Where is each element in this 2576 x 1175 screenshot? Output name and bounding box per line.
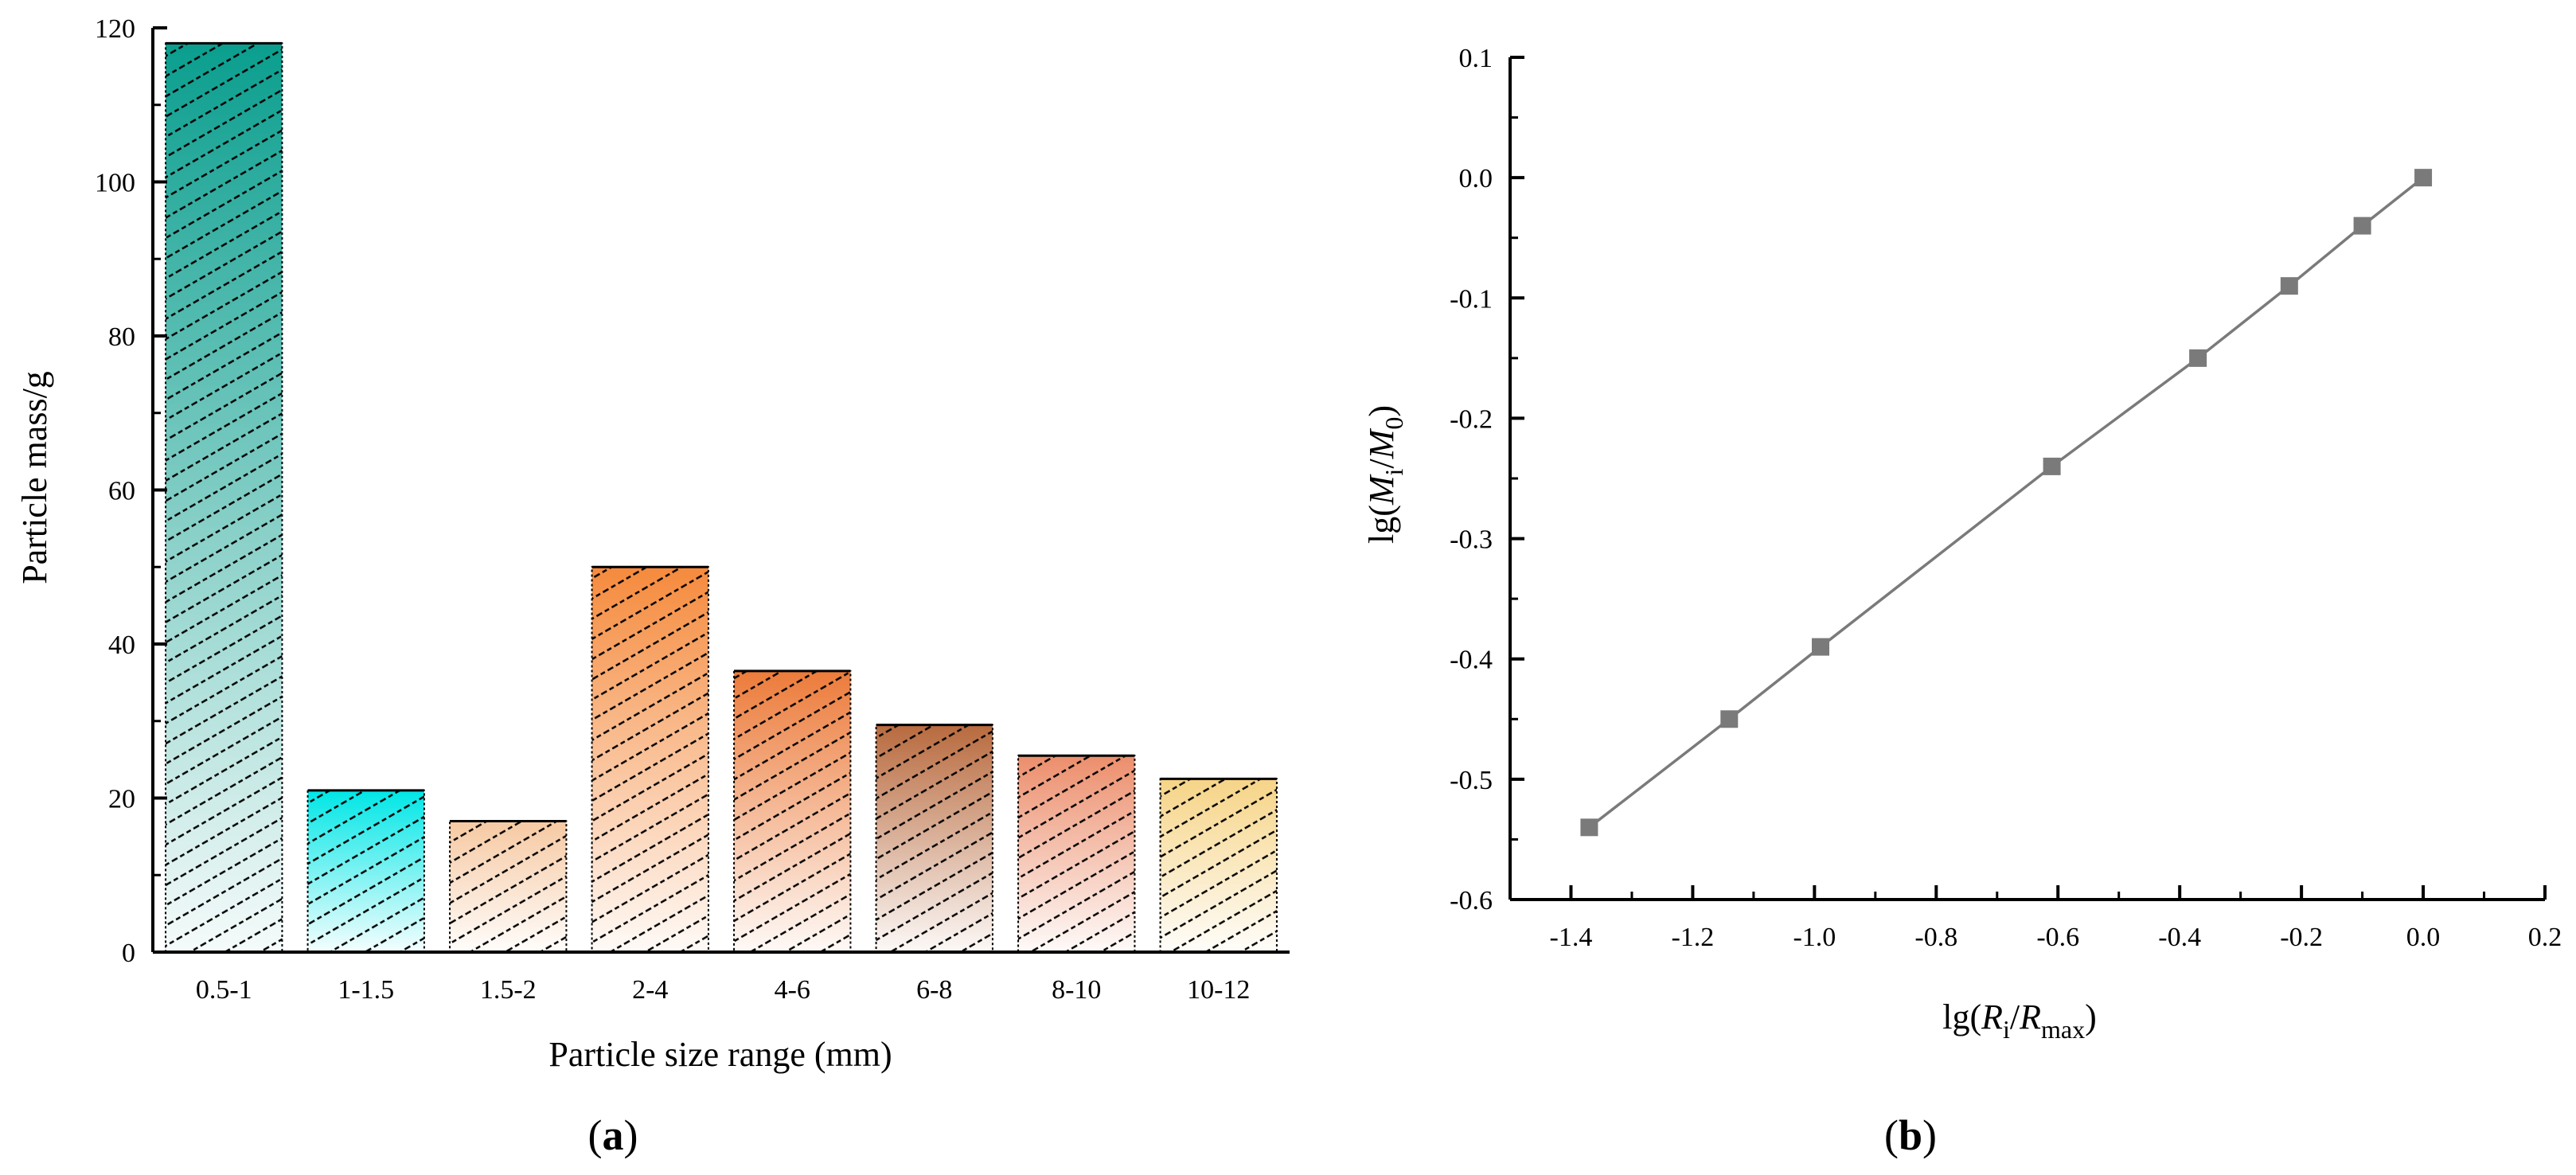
y-tick-label: 0.1 (1459, 44, 1493, 73)
series-line (1588, 176, 2425, 829)
y-tick-label: -0.4 (1450, 646, 1493, 675)
axis-label-part: M (1362, 427, 1401, 459)
x-tick-label: -0.8 (1914, 923, 1957, 952)
axis-label-part: ) (2085, 997, 2097, 1036)
y-tick-label: -0.3 (1450, 525, 1493, 555)
axis-label-part: R (2019, 997, 2041, 1036)
series-group (1580, 169, 2433, 837)
x-tick-label: 4-6 (775, 975, 810, 1005)
axis-label-part: lg( (1942, 997, 1981, 1036)
y-tick-label: 80 (108, 322, 135, 352)
axes-group (151, 26, 1290, 954)
axes-group (1509, 56, 2547, 901)
data-point (2280, 277, 2298, 295)
data-point (2353, 217, 2371, 235)
x-tick-label: -1.0 (1793, 923, 1836, 952)
axis-label-part: / (2010, 997, 2020, 1036)
data-point (1812, 638, 1829, 656)
bar-hatch (876, 724, 993, 952)
tick-labels-group: 0.5-1 1-1.5 1.5-2 2-4 4-6 6-8 8-10 10-12 0 20 40 60… (95, 14, 1250, 1005)
x-tick-label: -1.4 (1550, 923, 1593, 952)
y-axis-label: Particle mass/g (15, 371, 54, 584)
y-tick-label: 40 (108, 630, 135, 660)
y-tick-label: -0.6 (1450, 886, 1493, 915)
axis-label-part: i (2003, 1015, 2010, 1044)
axis-label-part: max (2041, 1015, 2085, 1044)
bar-hatch (450, 821, 567, 952)
panel-b-line-chart: -1.4 -1.2 -1.0 -0.8 -0.6 -0.4 -0.2 0.0 0.2 -0.6 -0… (1362, 44, 2562, 1159)
tick-labels-group: -1.4 -1.2 -1.0 -0.8 -0.6 -0.4 -0.2 0.0 0.2 -0.6 -0… (1450, 44, 2562, 952)
x-tick-label: 0.2 (2528, 923, 2562, 952)
y-tick-label: -0.2 (1450, 404, 1493, 434)
panel-label-b: (b) (1884, 1111, 1937, 1159)
axis-label-part: R (1981, 997, 2003, 1036)
panel-letter-b: b (1899, 1111, 1922, 1159)
y-tick-label: -0.5 (1450, 766, 1493, 795)
x-axis-label: lg(Ri/Rmax) (1942, 997, 2097, 1044)
x-tick-label: -0.4 (2158, 923, 2201, 952)
x-tick-label: 0.5-1 (196, 975, 252, 1005)
panel-a-bar-chart: 0.5-1 1-1.5 1.5-2 2-4 4-6 6-8 8-10 10-12 0 20 40 60… (15, 14, 1290, 1159)
y-tick-label: -0.1 (1450, 284, 1493, 314)
axis-label-part: ) (1362, 405, 1401, 417)
x-tick-label: 8-10 (1052, 975, 1101, 1005)
y-tick-label: 0 (122, 939, 135, 968)
x-tick-label: 1.5-2 (480, 975, 537, 1005)
axis-label-part: lg( (1362, 505, 1401, 544)
x-tick-label: 6-8 (916, 975, 952, 1005)
x-tick-label: 10-12 (1187, 975, 1250, 1005)
bar-hatch (1018, 755, 1135, 952)
bars-group (165, 41, 1278, 954)
y-tick-label: 20 (108, 785, 135, 814)
bar-hatch (591, 567, 708, 952)
x-tick-label: -1.2 (1671, 923, 1714, 952)
axis-label-part: / (1362, 459, 1401, 469)
x-tick-label: -0.6 (2036, 923, 2079, 952)
x-tick-label: 2-4 (632, 975, 668, 1005)
x-axis-label: Particle size range (mm) (548, 1035, 892, 1074)
y-tick-label: 120 (95, 14, 135, 44)
panel-letter-a: a (603, 1111, 624, 1159)
axis-label-part: 0 (1380, 417, 1408, 430)
panel-label-a: (a) (588, 1111, 638, 1159)
x-tick-label: 0.0 (2406, 923, 2441, 952)
x-tick-label: 1-1.5 (338, 975, 394, 1005)
y-tick-label: 0.0 (1459, 164, 1493, 193)
data-point (2414, 169, 2433, 187)
data-point (1720, 710, 1739, 728)
data-point (2189, 349, 2207, 367)
axis-label-part: M (1362, 474, 1401, 506)
data-point (1580, 818, 1598, 837)
bar-hatch (307, 790, 424, 952)
y-tick-label: 60 (108, 477, 135, 506)
y-tick-label: 100 (95, 169, 135, 198)
axis-label-part: i (1380, 468, 1408, 475)
data-point (2043, 457, 2061, 475)
y-axis-label: lg(Mi/M0) (1362, 405, 1408, 544)
x-tick-label: -0.2 (2280, 923, 2323, 952)
bar-hatch (734, 670, 851, 952)
bar-hatch (166, 43, 283, 953)
bar-hatch (1160, 779, 1277, 952)
